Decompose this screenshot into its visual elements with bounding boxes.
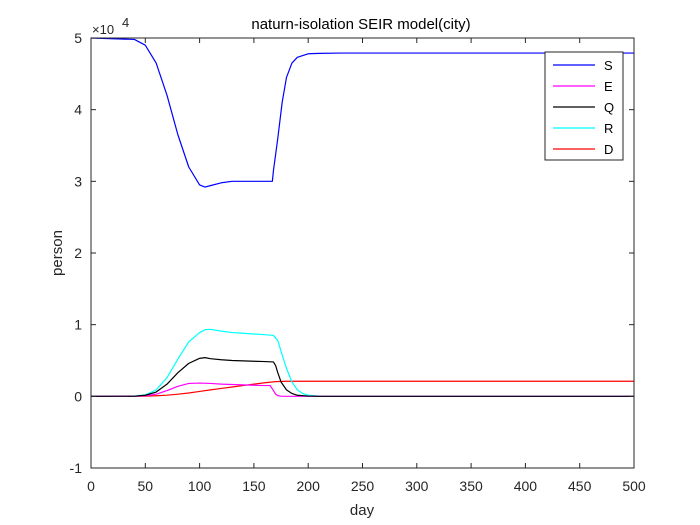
y-tick-label: 1 <box>74 317 82 333</box>
series-layer <box>90 37 634 397</box>
y-exponent-power: 4 <box>122 15 129 30</box>
y-tick-label: 4 <box>74 102 82 118</box>
x-tick-label: 200 <box>297 478 321 494</box>
y-tick-label: -1 <box>70 460 83 476</box>
x-tick-label: 400 <box>514 478 538 494</box>
legend-label-e: E <box>604 79 613 94</box>
series-line-e <box>90 382 634 397</box>
legend-label-q: Q <box>604 100 614 115</box>
series-line-r <box>90 328 634 397</box>
x-tick-label: 150 <box>242 478 266 494</box>
x-axis-ticks: 0 50 100 150 200 250 300 350 400 450 500 <box>87 38 646 494</box>
x-tick-label: 100 <box>188 478 212 494</box>
y-axis-ticks: -1 0 1 2 3 4 5 <box>70 30 634 476</box>
legend-box <box>544 51 624 161</box>
x-tick-label: 250 <box>351 478 375 494</box>
y-tick-label: 5 <box>74 30 82 46</box>
series-line-s <box>90 37 634 188</box>
x-axis-label: day <box>350 502 375 519</box>
y-tick-label: 3 <box>74 173 82 189</box>
x-tick-label: 450 <box>568 478 592 494</box>
series-line-d <box>90 380 634 397</box>
x-tick-label: 0 <box>87 478 95 494</box>
legend-label-s: S <box>604 58 613 73</box>
y-tick-label: 2 <box>74 245 82 261</box>
legend-label-r: R <box>604 121 613 136</box>
series-line-q <box>90 357 634 397</box>
x-tick-label: 300 <box>405 478 429 494</box>
y-tick-label: 0 <box>74 388 82 404</box>
y-exponent-base: ×10 <box>92 22 114 37</box>
chart-title: naturn-isolation SEIR model(city) <box>251 16 470 33</box>
x-tick-label: 50 <box>138 478 154 494</box>
x-tick-label: 500 <box>622 478 646 494</box>
x-tick-label: 350 <box>459 478 483 494</box>
legend-label-d: D <box>604 142 613 157</box>
y-axis-label: person <box>49 230 66 276</box>
